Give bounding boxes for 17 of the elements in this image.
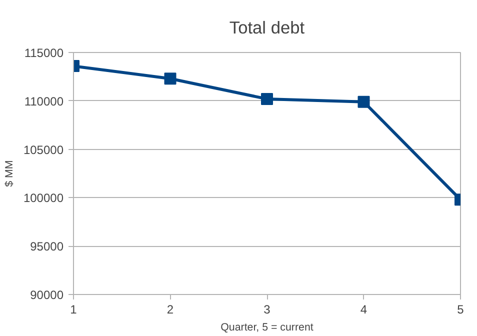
y-tick-label: 90000 [30, 288, 64, 302]
y-tick-label: 110000 [24, 94, 64, 108]
x-tick-label: 3 [264, 302, 271, 316]
y-tick-label: 105000 [23, 142, 64, 157]
x-tick-label: 5 [457, 302, 464, 316]
chart-title: Total debt [229, 18, 305, 38]
point [164, 72, 176, 85]
point [358, 96, 370, 108]
y-tick-label: 95000 [30, 240, 64, 254]
x-tick-label: 1 [70, 302, 78, 316]
y-axis-title: $ MM [3, 160, 16, 187]
y-tick-label: 100000 [23, 191, 64, 206]
x-tick-label: 2 [166, 302, 174, 316]
x-axis-title: Quarter, 5 = current [220, 322, 314, 334]
y-tick-label: 115000 [24, 46, 64, 60]
point [261, 92, 273, 105]
x-tick-label: 4 [360, 302, 368, 316]
